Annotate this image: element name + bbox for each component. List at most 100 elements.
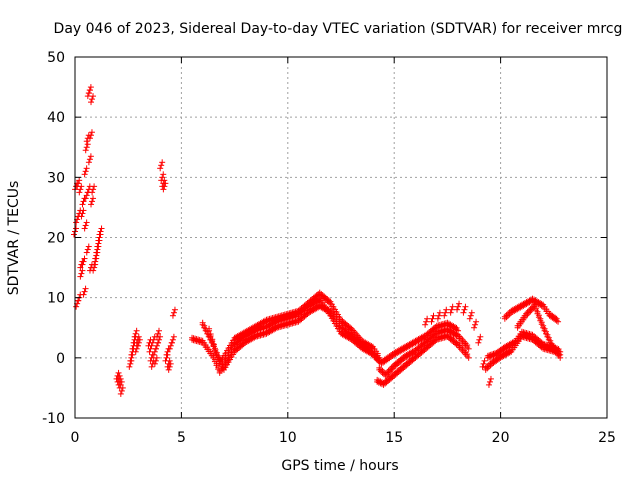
data-point [89, 198, 96, 205]
data-point [216, 355, 223, 362]
data-point [132, 330, 139, 337]
data-point [150, 351, 157, 358]
data-point [424, 315, 431, 322]
data-point [78, 183, 85, 190]
data-point [201, 322, 208, 329]
data-point [535, 312, 542, 319]
data-point [84, 246, 91, 253]
data-point [87, 153, 94, 160]
data-point [83, 144, 90, 151]
data-point [81, 255, 88, 262]
data-point [156, 336, 163, 343]
data-point [149, 339, 156, 346]
data-point [170, 333, 177, 340]
data-point [455, 327, 462, 334]
data-point [434, 315, 441, 322]
data-point [422, 321, 429, 328]
data-point [89, 189, 96, 196]
data-point [436, 309, 443, 316]
data-point [84, 93, 91, 100]
data-point [169, 312, 176, 319]
y-axis-title: SDTVAR / TECUs [6, 181, 22, 296]
data-point [91, 261, 98, 268]
data-point [89, 96, 96, 103]
data-point [78, 213, 85, 220]
data-point [170, 309, 177, 316]
data-point [464, 351, 471, 358]
data-point [166, 357, 173, 364]
data-point [538, 319, 545, 326]
data-point [555, 318, 562, 325]
data-point [126, 363, 133, 370]
data-point [465, 354, 472, 361]
data-point [80, 198, 87, 205]
data-point [83, 219, 90, 226]
data-point [90, 93, 97, 100]
data-point [146, 348, 153, 355]
data-point [212, 346, 219, 353]
data-point [159, 174, 166, 181]
data-point [162, 180, 169, 187]
data-point [95, 237, 102, 244]
data-point [134, 342, 141, 349]
data-point [76, 177, 83, 184]
data-point [159, 159, 166, 166]
data-point [115, 369, 122, 376]
data-point [448, 306, 455, 313]
data-point [148, 342, 155, 349]
data-point [80, 291, 87, 298]
x-tick-label: 0 [71, 430, 80, 446]
data-point [87, 132, 94, 139]
data-point [82, 168, 89, 175]
data-point [127, 357, 134, 364]
data-point [82, 285, 89, 292]
y-tick-label: 50 [47, 50, 65, 66]
data-point [158, 162, 165, 169]
data-point [135, 339, 142, 346]
data-point [135, 333, 142, 340]
data-point [161, 183, 168, 190]
data-point [213, 349, 220, 356]
data-point [552, 314, 559, 321]
data-point [88, 129, 95, 136]
data-point [199, 319, 206, 326]
data-point [152, 357, 159, 364]
x-tick-label: 10 [279, 430, 297, 446]
data-point [481, 357, 488, 364]
data-point [90, 186, 97, 193]
data-point [86, 87, 93, 94]
data-point [167, 360, 174, 367]
data-point [435, 312, 442, 319]
data-point [542, 328, 549, 335]
data-point [93, 249, 100, 256]
data-point [83, 165, 90, 172]
data-point [73, 219, 80, 226]
data-point [557, 354, 564, 361]
data-point [157, 165, 164, 172]
data-point [86, 156, 93, 163]
data-point [119, 384, 126, 391]
data-point [166, 363, 173, 370]
data-point [73, 225, 79, 232]
data-point [152, 345, 159, 352]
data-point [460, 309, 467, 316]
data-point [473, 318, 480, 325]
x-axis-title: GPS time / hours [281, 458, 398, 474]
data-point [218, 358, 225, 365]
data-point [428, 318, 435, 325]
data-point [86, 135, 93, 142]
data-point [447, 309, 454, 316]
data-point [77, 273, 84, 280]
data-point [118, 387, 125, 394]
data-point [155, 327, 162, 334]
data-point [79, 201, 86, 208]
data-point [423, 318, 430, 325]
data-point [84, 141, 91, 148]
x-tick-label: 15 [385, 430, 403, 446]
data-point [128, 351, 135, 358]
data-point [151, 348, 158, 355]
y-tick-label: 40 [47, 110, 65, 126]
y-tick-label: 20 [47, 231, 65, 247]
data-point [206, 325, 213, 332]
